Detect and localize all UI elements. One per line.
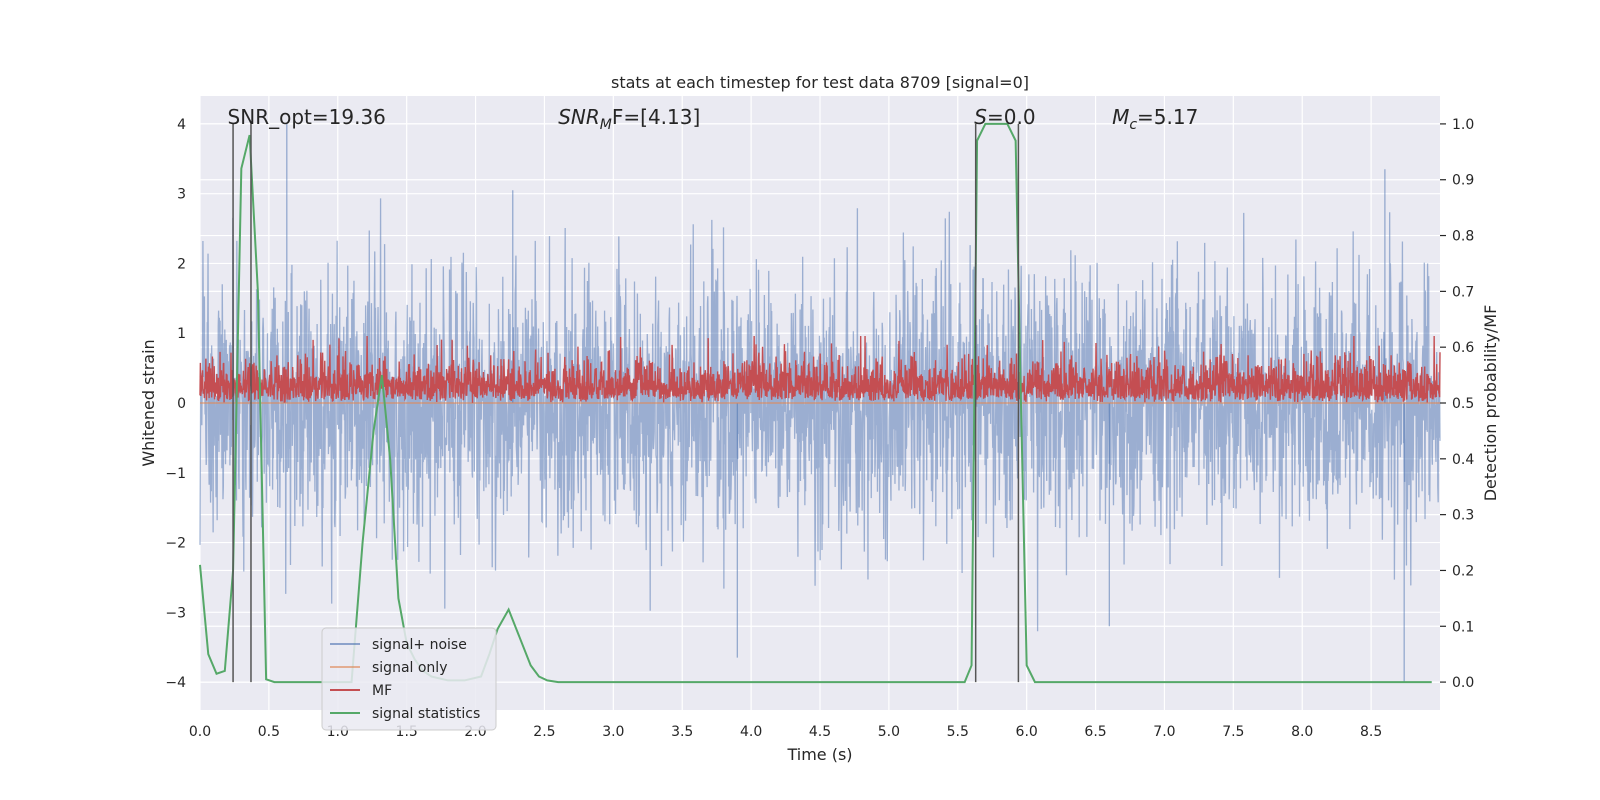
x-axis: 0.0 0.5 1.0 1.5 2.0 2.5 3.0 3.5 4.0 4.5 5.0 5.5 6.0 6… xyxy=(189,724,1382,740)
right-y-tick-label: 0.8 xyxy=(1452,229,1474,245)
right-y-tick-label: 0.3 xyxy=(1452,508,1474,524)
x-tick-label: 2.5 xyxy=(533,724,555,740)
x-tick-label: 3.5 xyxy=(671,724,693,740)
annotations: SNR_opt=19.36 SNRMF=[4.13] S=0.0 Mc=5.17 xyxy=(228,105,1199,133)
x-tick-label: 5.0 xyxy=(878,724,900,740)
annotation-text: SNRMF=[4.13] xyxy=(558,105,700,133)
legend-box xyxy=(321,627,497,731)
chart-title: stats at each timestep for test data 870… xyxy=(611,73,1029,92)
x-tick-label: 0.5 xyxy=(258,724,280,740)
x-tick-label: 8.0 xyxy=(1291,724,1313,740)
x-tick-label: 6.0 xyxy=(1016,724,1038,740)
left-y-tick-label: −3 xyxy=(165,605,186,621)
vertical-markers xyxy=(232,123,1020,683)
x-tick-label: 7.0 xyxy=(1153,724,1175,740)
left-y-tick-label: 4 xyxy=(177,117,186,133)
legend-entry: signal+ noise xyxy=(372,637,467,653)
left-y-axis: −4 −3 −2 −1 0 1 2 3 4 xyxy=(165,117,186,691)
x-tick-label: 0.0 xyxy=(189,724,211,740)
left-y-tick-label: 3 xyxy=(177,187,186,203)
right-y-tick-label: 0.2 xyxy=(1452,563,1474,579)
legend-entry: signal statistics xyxy=(372,706,480,722)
x-tick-label: 4.5 xyxy=(809,724,831,740)
annotation-text: Mc=5.17 xyxy=(1112,105,1198,133)
left-y-tick-label: 2 xyxy=(177,256,186,272)
left-y-tick-label: 1 xyxy=(177,326,186,342)
x-tick-label: 8.5 xyxy=(1360,724,1382,740)
right-y-tick-label: 0.6 xyxy=(1452,340,1474,356)
series-mf-line xyxy=(199,336,1441,403)
x-tick-label: 5.5 xyxy=(947,724,969,740)
right-y-tick-label: 0.4 xyxy=(1452,452,1474,468)
series-signal-noise-line xyxy=(199,198,1441,632)
legend-entry: MF xyxy=(372,683,392,699)
left-y-tick-label: 0 xyxy=(177,396,186,412)
right-y-tick-label: 0.0 xyxy=(1452,675,1474,691)
right-y-tick-label: 0.5 xyxy=(1452,396,1474,412)
x-tick-label: 3.0 xyxy=(602,724,624,740)
annotation-text: S=0.0 xyxy=(974,105,1035,129)
annotation-text: SNR_opt=19.36 xyxy=(228,105,386,129)
left-y-tick-label: −1 xyxy=(165,466,186,482)
right-y-tick-label: 0.9 xyxy=(1452,173,1474,189)
right-y-tick-label: 1.0 xyxy=(1452,117,1474,133)
left-y-tick-label: −2 xyxy=(165,536,186,552)
right-y-axis-label: Detection probability/MF xyxy=(1481,305,1500,502)
legend-entry: signal only xyxy=(372,660,447,676)
x-tick-label: 6.5 xyxy=(1084,724,1106,740)
left-y-axis-label: Whitened strain xyxy=(139,339,158,466)
legend: signal+ noise signal only MF signal statist… xyxy=(321,627,497,731)
x-axis-label: Time (s) xyxy=(786,745,852,764)
right-y-tick-label: 0.7 xyxy=(1452,284,1474,300)
x-tick-label: 7.5 xyxy=(1222,724,1244,740)
left-y-tick-label: −4 xyxy=(165,675,186,691)
right-y-axis: 0.0 0.1 0.2 0.3 0.4 0.5 0.6 0.7 0.8 0.9 1.0 xyxy=(1440,117,1474,691)
x-tick-label: 4.0 xyxy=(740,724,762,740)
right-y-tick-label: 0.1 xyxy=(1452,619,1474,635)
